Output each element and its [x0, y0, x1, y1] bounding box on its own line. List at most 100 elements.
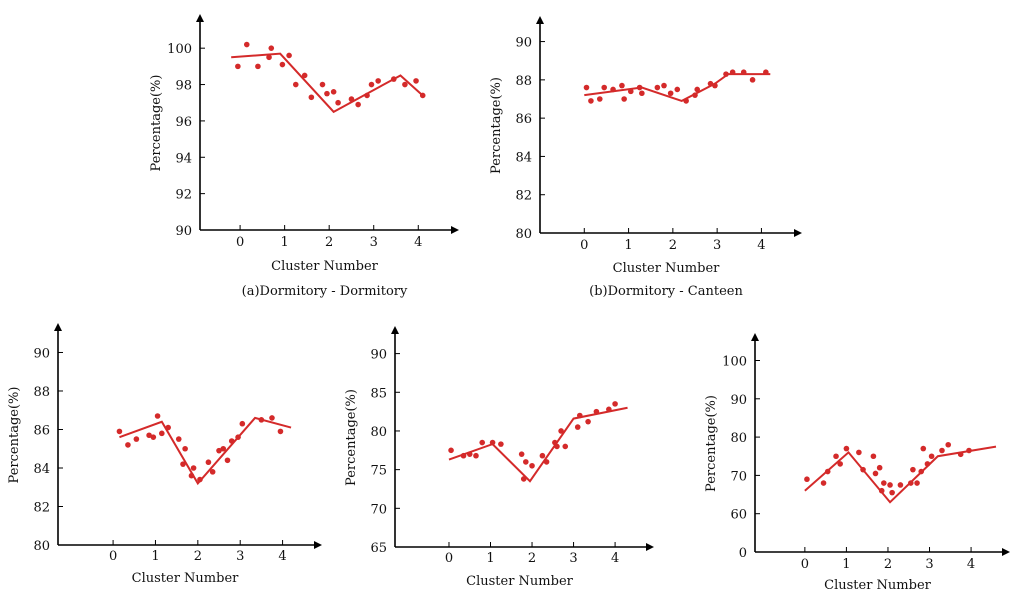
- y-axis-label: Percentage(%): [489, 77, 504, 174]
- data-point: [574, 424, 581, 430]
- data-point: [872, 470, 879, 477]
- x-tick-label: 4: [278, 549, 286, 564]
- y-tick-label: 98: [175, 79, 192, 94]
- data-point: [269, 415, 275, 421]
- data-point: [694, 86, 701, 93]
- data-point: [763, 69, 769, 75]
- chart-panel-5: 0 60 70 80 90 100 0 1 2 3 4 Cluster Number Percentag…: [704, 333, 1010, 593]
- x-tick-label: 3: [370, 235, 378, 250]
- trend-line: [119, 416, 292, 486]
- data-point: [255, 63, 261, 70]
- x-tick-label: 0: [801, 557, 809, 572]
- data-point: [639, 90, 645, 97]
- data-point: [539, 452, 546, 459]
- data-point: [268, 45, 275, 51]
- y-axis-label: Percentage(%): [704, 395, 719, 492]
- data-point: [661, 82, 667, 89]
- x-tick-label: 1: [280, 235, 288, 250]
- data-point: [216, 447, 222, 454]
- y-tick-label: 100: [722, 354, 747, 369]
- data-point: [870, 453, 877, 460]
- data-point: [897, 482, 904, 488]
- x-tick-label: 3: [925, 557, 933, 572]
- data-point: [364, 92, 370, 99]
- data-point: [308, 94, 315, 101]
- data-point: [175, 436, 182, 442]
- data-point: [674, 86, 681, 93]
- y-tick-label: 90: [175, 224, 192, 239]
- y-axis-label: Percentage(%): [149, 75, 164, 172]
- data-point: [824, 468, 831, 475]
- y-tick-label: 82: [515, 189, 532, 204]
- data-point: [860, 466, 866, 473]
- data-point: [319, 81, 326, 88]
- y-tick-label: 86: [515, 112, 532, 127]
- data-point: [190, 465, 197, 471]
- y-tick-label: 92: [175, 188, 192, 203]
- chart-caption: (b)Dormitory - Canteen: [589, 284, 743, 299]
- data-point: [292, 81, 299, 88]
- x-tick-label: 1: [842, 557, 850, 572]
- x-tick-label: 2: [528, 551, 536, 566]
- data-point: [610, 86, 616, 93]
- data-point: [279, 61, 286, 68]
- data-point: [749, 77, 756, 83]
- data-point: [627, 88, 634, 95]
- x-tick-label: 1: [624, 238, 632, 253]
- data-point: [479, 439, 486, 446]
- y-tick-label: 88: [33, 385, 50, 400]
- data-point: [928, 453, 935, 460]
- data-point: [368, 81, 375, 88]
- data-point: [692, 92, 698, 98]
- x-tick-label: 4: [967, 557, 975, 572]
- y-tick-label: 65: [370, 541, 387, 556]
- data-point: [543, 459, 550, 465]
- x-tick-label: 0: [580, 238, 588, 253]
- data-point: [583, 84, 590, 91]
- data-point: [723, 71, 729, 77]
- data-point: [258, 417, 265, 423]
- y-tick-label: 85: [370, 386, 387, 401]
- data-point: [957, 451, 964, 458]
- data-point: [205, 459, 212, 466]
- chart-panel-4: 65 70 75 80 85 90 0 1 2 3 4 Cluster Number Percentag…: [344, 326, 654, 589]
- data-point: [460, 452, 467, 459]
- x-tick-label: 2: [884, 557, 892, 572]
- data-point: [150, 434, 157, 440]
- x-axis-label: Cluster Number: [466, 574, 574, 589]
- y-tick-label: 0: [739, 546, 747, 561]
- data-point: [837, 461, 843, 467]
- y-tick-label: 84: [515, 150, 532, 165]
- data-point: [523, 459, 529, 465]
- y-tick-label: 96: [175, 115, 192, 130]
- trend-line: [804, 445, 997, 504]
- data-point: [390, 76, 397, 82]
- x-tick-label: 3: [713, 238, 721, 253]
- x-axis-label: Cluster Number: [132, 571, 240, 586]
- data-point: [924, 461, 931, 467]
- data-point: [402, 81, 408, 88]
- data-point: [606, 406, 612, 413]
- data-point: [466, 451, 473, 457]
- data-point: [596, 96, 603, 102]
- y-tick-label: 80: [515, 227, 532, 242]
- data-point: [908, 480, 914, 486]
- data-point: [554, 443, 560, 450]
- x-axis-label: Cluster Number: [271, 259, 379, 274]
- data-point: [413, 78, 419, 84]
- data-point: [277, 428, 284, 435]
- data-point: [235, 434, 241, 440]
- data-point: [324, 90, 330, 97]
- x-tick-label: 1: [151, 549, 159, 564]
- data-point: [243, 41, 250, 48]
- data-point: [910, 466, 916, 473]
- y-tick-label: 94: [175, 151, 192, 166]
- data-point: [621, 96, 627, 102]
- data-point: [116, 428, 123, 435]
- data-point: [330, 89, 337, 95]
- data-point: [266, 54, 272, 61]
- y-tick-label: 90: [33, 346, 50, 361]
- data-point: [301, 72, 308, 79]
- data-point: [562, 443, 569, 450]
